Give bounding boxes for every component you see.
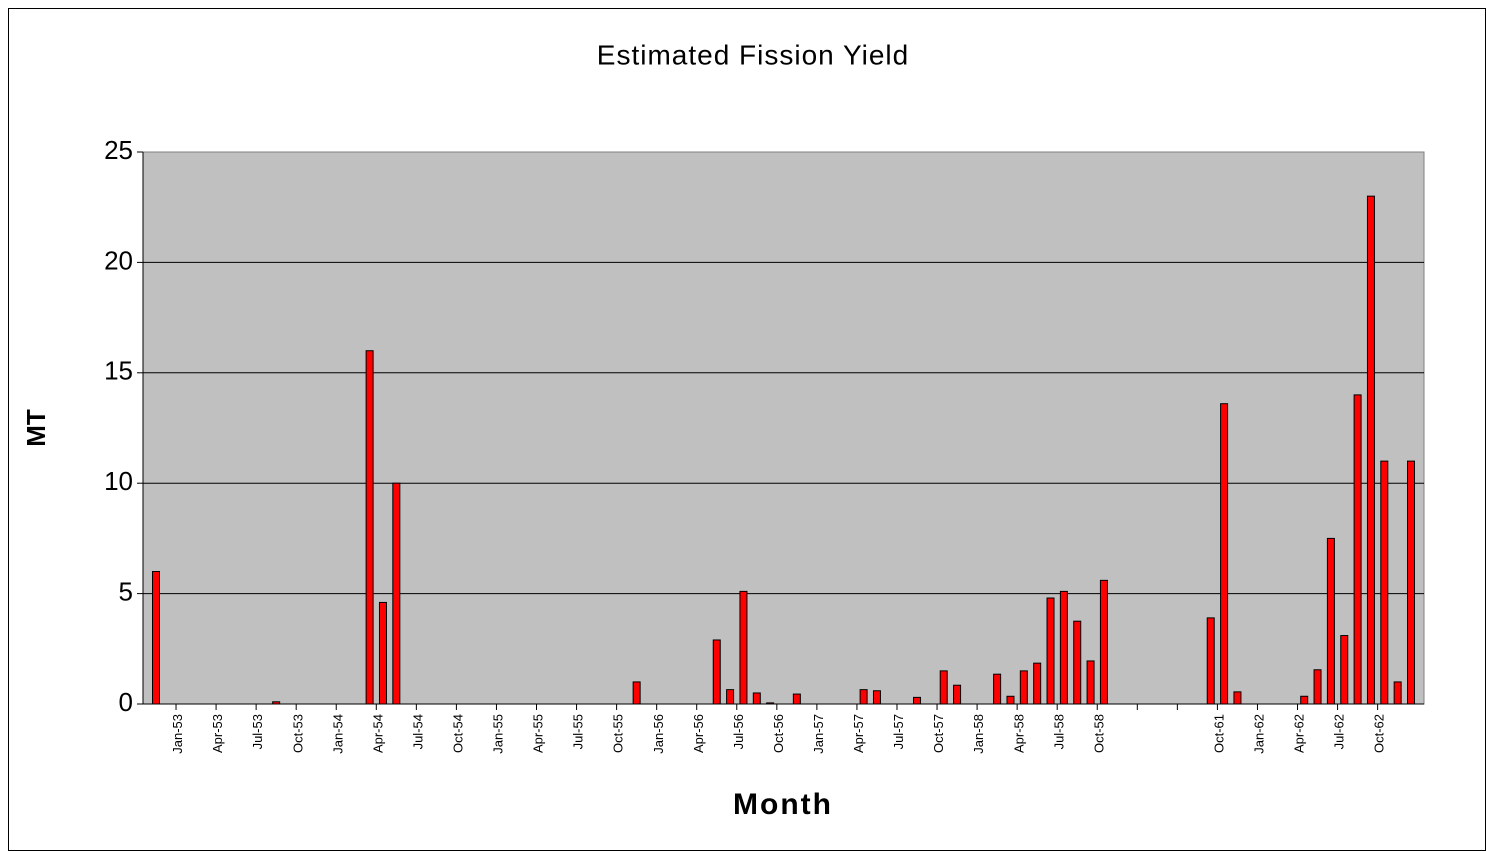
bar [365, 350, 374, 705]
x-tick-label: Jan-55 [491, 714, 506, 754]
bar [752, 692, 761, 705]
x-tick-label: Jan-58 [971, 714, 986, 754]
x-tick-label: Jul-56 [731, 714, 746, 749]
bar [1019, 670, 1028, 705]
x-tick-label: Jul-62 [1332, 714, 1347, 749]
bar [1033, 662, 1042, 705]
bar [953, 684, 962, 705]
x-tick-label: Oct-57 [931, 714, 946, 753]
bar [152, 571, 160, 705]
x-tick-label: Apr-55 [531, 714, 546, 753]
x-tick-label: Oct-61 [1212, 714, 1227, 753]
bar [1233, 691, 1242, 705]
bar [1073, 620, 1082, 705]
bar [1086, 660, 1095, 705]
bar [766, 702, 775, 705]
x-tick-label: Apr-54 [370, 714, 385, 753]
x-tick-label: Apr-57 [851, 714, 866, 753]
x-tick-label: Jul-53 [250, 714, 265, 749]
bar [1099, 579, 1108, 705]
bar [993, 673, 1002, 705]
x-tick-label: Jan-62 [1252, 714, 1267, 754]
y-axis-title: MT [21, 409, 51, 447]
x-tick-label: Apr-56 [691, 714, 706, 753]
bar [939, 670, 948, 705]
x-tick-label: Jul-58 [1051, 714, 1066, 749]
x-tick-label: Oct-53 [290, 714, 305, 753]
plot-area [142, 151, 1425, 705]
bar [872, 690, 881, 705]
y-tick-label: 25 [104, 135, 133, 165]
x-tick-label: Jan-53 [170, 714, 185, 754]
bar [739, 590, 748, 705]
bar [913, 696, 922, 705]
x-tick-label: Apr-58 [1011, 714, 1026, 753]
x-tick-label: Oct-62 [1372, 714, 1387, 753]
bar [1300, 695, 1309, 705]
y-tick-label: 10 [104, 466, 133, 496]
y-tick-label: 15 [104, 356, 133, 386]
bar [859, 689, 868, 705]
bar [712, 639, 721, 705]
bar [378, 601, 387, 705]
x-tick-label: Jul-57 [891, 714, 906, 749]
bar [1380, 460, 1389, 705]
bar [1313, 669, 1322, 705]
bar [726, 689, 735, 705]
bar [792, 693, 801, 705]
bar [272, 701, 281, 705]
bar [1393, 681, 1402, 705]
x-tick-label: Jan-56 [651, 714, 666, 754]
y-tick-label: 5 [119, 576, 133, 606]
x-tick-label: Jan-57 [811, 714, 826, 754]
y-tick-label: 0 [119, 687, 133, 717]
x-tick-label: Apr-53 [210, 714, 225, 753]
x-tick-label: Jan-54 [330, 714, 345, 754]
bar [1046, 597, 1055, 705]
x-axis-title: Month [733, 788, 833, 821]
y-tick-label: 20 [104, 245, 133, 275]
bar [392, 482, 401, 705]
x-tick-label: Oct-56 [771, 714, 786, 753]
x-tick-label: Oct-58 [1091, 714, 1106, 753]
bar [1206, 617, 1215, 705]
bar [1326, 537, 1335, 705]
bar [1366, 195, 1375, 705]
bar [1340, 635, 1349, 705]
bar [1353, 394, 1362, 705]
x-tick-label: Jul-54 [410, 714, 425, 749]
x-tick-label: Oct-55 [611, 714, 626, 753]
bar [1059, 590, 1068, 705]
bar [1220, 403, 1229, 705]
bar [1407, 460, 1415, 705]
bar [632, 681, 641, 705]
bar [1006, 695, 1015, 705]
x-tick-label: Oct-54 [451, 714, 466, 753]
chart-title: Estimated Fission Yield [597, 39, 909, 70]
x-tick-label: Apr-62 [1292, 714, 1307, 753]
x-tick-label: Jul-55 [571, 714, 586, 749]
